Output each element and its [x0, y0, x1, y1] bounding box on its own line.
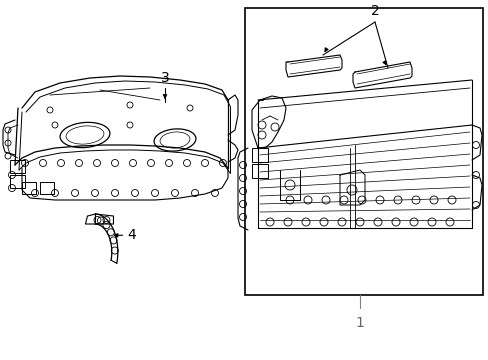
Text: 2: 2	[370, 4, 379, 18]
Bar	[251, 164, 267, 178]
Bar	[10, 160, 25, 173]
Text: 1: 1	[355, 316, 364, 330]
Bar	[244, 8, 482, 295]
Bar	[10, 175, 25, 188]
Bar	[22, 182, 36, 194]
Bar	[40, 182, 54, 194]
Text: 3: 3	[160, 71, 169, 85]
Text: 4: 4	[127, 228, 136, 242]
Bar	[251, 148, 267, 162]
